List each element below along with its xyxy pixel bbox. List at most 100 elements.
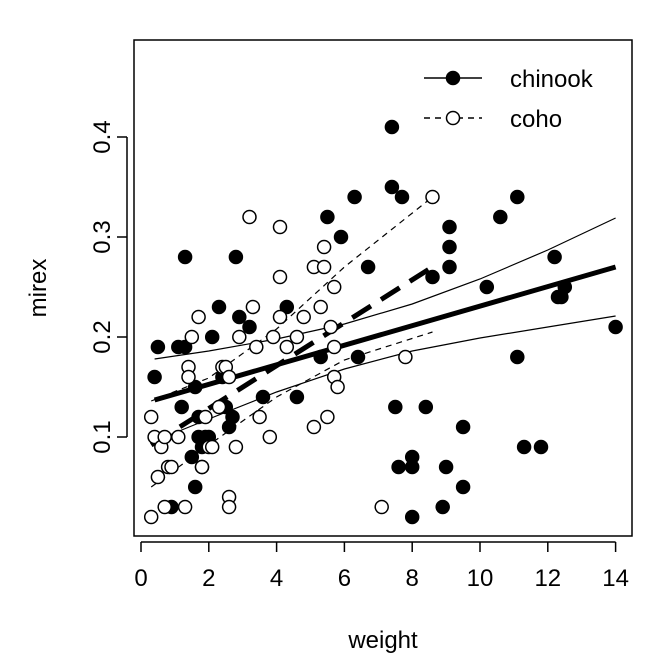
chinook-point bbox=[350, 349, 366, 365]
chinook-point bbox=[150, 339, 166, 355]
x-tick-label: 12 bbox=[534, 565, 561, 592]
x-tick-label: 4 bbox=[270, 565, 283, 592]
chinook-point bbox=[187, 379, 203, 395]
coho-point bbox=[323, 319, 339, 335]
coho-point bbox=[191, 309, 206, 325]
chinook-point bbox=[211, 299, 227, 315]
chinook-point bbox=[442, 219, 457, 235]
legend: chinook coho bbox=[424, 66, 594, 133]
chinook-point bbox=[174, 399, 189, 415]
coho-point bbox=[221, 499, 237, 515]
chinook-point bbox=[313, 349, 328, 365]
x-axis: 0 2 4 6 8 10 12 14 bbox=[134, 541, 629, 592]
x-axis-label: weight bbox=[347, 627, 418, 654]
chinook-point bbox=[279, 299, 295, 315]
legend-label-coho: coho bbox=[510, 106, 562, 133]
coho-point bbox=[150, 469, 166, 485]
chinook-point bbox=[516, 439, 532, 455]
coho-point bbox=[184, 329, 200, 345]
chinook-point bbox=[347, 189, 362, 205]
chinook-point bbox=[533, 439, 549, 455]
chinook-point bbox=[442, 239, 457, 255]
chinook-point bbox=[394, 189, 410, 205]
chinook-point bbox=[333, 229, 349, 245]
y-tick-label: 0.1 bbox=[89, 420, 116, 453]
x-tick-label: 6 bbox=[338, 565, 351, 592]
chinook-point bbox=[255, 389, 271, 405]
coho-upper-band-line bbox=[150, 196, 433, 402]
chinook-point bbox=[177, 249, 193, 265]
coho-point bbox=[194, 459, 210, 475]
chinook-upper-band-line bbox=[154, 217, 616, 360]
chinook-point bbox=[547, 249, 562, 265]
coho-point bbox=[204, 439, 220, 455]
x-tick-label: 10 bbox=[467, 565, 494, 592]
coho-point bbox=[316, 259, 332, 275]
coho-point bbox=[374, 499, 389, 515]
coho-point bbox=[330, 379, 345, 395]
coho-point bbox=[272, 269, 288, 285]
y-tick-label: 0.4 bbox=[89, 120, 116, 153]
chinook-point bbox=[388, 399, 403, 415]
coho-point bbox=[320, 409, 335, 425]
chinook-point bbox=[184, 449, 200, 465]
chinook-point bbox=[225, 409, 240, 425]
coho-point bbox=[279, 339, 295, 355]
chinook-point bbox=[455, 419, 471, 435]
legend-label-chinook: chinook bbox=[510, 66, 594, 93]
chinook-point bbox=[510, 189, 525, 205]
coho-point bbox=[249, 339, 264, 355]
coho-point bbox=[198, 409, 213, 425]
chinook-point bbox=[187, 479, 203, 495]
chinook-point bbox=[177, 339, 193, 355]
y-tick-label: 0.2 bbox=[89, 320, 116, 353]
chinook-point bbox=[360, 259, 376, 275]
chinook-point bbox=[479, 279, 495, 295]
coho-point bbox=[326, 279, 342, 295]
chinook-lower-band-line bbox=[154, 315, 616, 442]
chinook-point bbox=[384, 119, 400, 135]
coho-point bbox=[398, 349, 413, 365]
chinook-point bbox=[404, 449, 420, 465]
coho-point bbox=[143, 509, 159, 525]
x-tick-label: 14 bbox=[602, 565, 629, 592]
chinook-point bbox=[438, 459, 454, 475]
chinook-point bbox=[147, 369, 162, 385]
chinook-point bbox=[404, 509, 420, 525]
chinook-point bbox=[435, 499, 450, 515]
points bbox=[143, 119, 623, 525]
coho-point bbox=[272, 309, 288, 325]
y-axis: 0.1 0.2 0.3 0.4 bbox=[89, 120, 128, 454]
x-tick-label: 8 bbox=[406, 565, 419, 592]
x-tick-label: 2 bbox=[202, 565, 215, 592]
coho-point bbox=[221, 369, 237, 385]
y-tick-label: 0.3 bbox=[89, 220, 116, 253]
chinook-point bbox=[510, 349, 525, 365]
coho-point bbox=[242, 209, 257, 225]
chinook-point bbox=[232, 309, 247, 325]
chinook-point bbox=[557, 279, 573, 295]
coho-point bbox=[262, 429, 278, 445]
coho-point bbox=[232, 329, 247, 345]
chinook-point bbox=[608, 319, 623, 335]
coho-point bbox=[211, 399, 227, 415]
y-axis-label: mirex bbox=[25, 259, 52, 318]
plot-frame bbox=[133, 39, 633, 537]
coho-point bbox=[296, 309, 311, 325]
chinook-point bbox=[242, 319, 257, 335]
chinook-point bbox=[493, 209, 508, 225]
coho-point bbox=[157, 499, 172, 515]
coho-point bbox=[306, 419, 322, 435]
chinook-point bbox=[204, 329, 220, 345]
coho-point bbox=[245, 299, 261, 315]
coho-point bbox=[181, 369, 196, 385]
coho-point bbox=[272, 219, 288, 235]
chinook-point bbox=[391, 459, 406, 475]
chinook-point bbox=[442, 259, 457, 275]
chinook-point bbox=[425, 269, 440, 285]
coho-point bbox=[157, 429, 172, 445]
coho-point bbox=[228, 439, 244, 455]
chinook-point bbox=[418, 399, 434, 415]
x-tick-label: 0 bbox=[134, 565, 147, 592]
